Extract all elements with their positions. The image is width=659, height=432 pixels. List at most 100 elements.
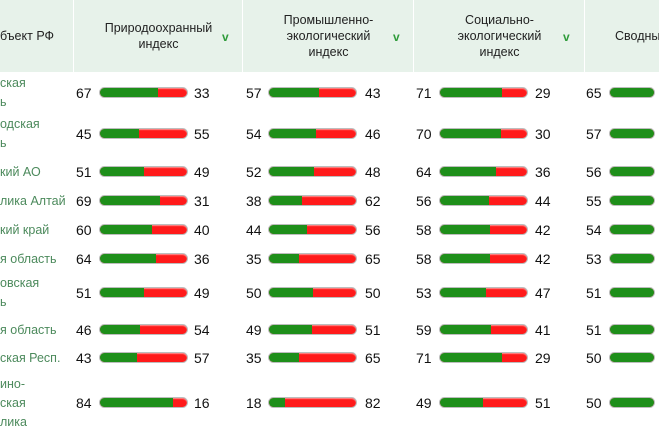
header-industrial[interactable]: Промышленно-экологический индекс <box>242 0 414 72</box>
header-nature[interactable]: Природоохранный индекс <box>73 0 243 72</box>
summary-bar-fill <box>610 129 654 138</box>
index-remainder: 50 <box>365 285 381 301</box>
index-remainder: 40 <box>194 222 210 238</box>
region-link[interactable]: я область <box>0 251 57 266</box>
index-bar <box>99 253 188 264</box>
index-value: 50 <box>246 285 262 301</box>
sort-chevron-icon[interactable]: v <box>222 30 229 44</box>
index-bar-fill <box>440 225 491 234</box>
region-link[interactable]: одская ь <box>0 117 40 150</box>
index-value: 58 <box>416 251 432 267</box>
summary-bar <box>609 253 655 264</box>
index-bar-fill <box>440 167 496 176</box>
summary-value: 50 <box>586 395 602 411</box>
index-remainder: 36 <box>535 164 551 180</box>
index-value: 35 <box>246 350 262 366</box>
header-title-line: индекс <box>138 37 179 51</box>
header-title-line: экологический <box>286 29 371 43</box>
index-value: 59 <box>416 322 432 338</box>
region-link[interactable]: овская ь <box>0 276 40 309</box>
summary-value: 51 <box>586 322 602 338</box>
index-remainder: 43 <box>365 85 381 101</box>
index-bar <box>99 128 188 139</box>
index-bar-fill <box>269 254 300 263</box>
index-remainder: 82 <box>365 395 381 411</box>
header-region: бъект РФ <box>0 0 73 72</box>
summary-bar-fill <box>610 225 654 234</box>
index-bar <box>439 324 528 335</box>
sort-chevron-icon[interactable]: v <box>393 30 400 44</box>
header-title-line: Природоохранный <box>104 21 213 35</box>
index-remainder: 51 <box>535 395 551 411</box>
summary-bar <box>609 324 655 335</box>
index-bar-fill <box>440 254 491 263</box>
index-bar <box>439 128 528 139</box>
index-remainder: 41 <box>535 322 551 338</box>
index-remainder: 65 <box>365 251 381 267</box>
sort-chevron-icon[interactable]: v <box>563 30 570 44</box>
summary-bar-fill <box>610 196 654 205</box>
summary-bar-fill <box>610 353 654 362</box>
index-remainder: 42 <box>535 251 551 267</box>
index-remainder: 29 <box>535 350 551 366</box>
header-nature-label: Природоохранный индекс <box>105 20 213 52</box>
summary-bar <box>609 166 655 177</box>
summary-bar <box>609 397 655 408</box>
index-bar-fill <box>440 398 483 407</box>
summary-value: 55 <box>586 193 602 209</box>
index-bar <box>268 397 357 408</box>
region-link[interactable]: лика Алтай <box>0 193 66 208</box>
index-remainder: 42 <box>535 222 551 238</box>
index-bar <box>439 166 528 177</box>
region-link[interactable]: ская ь <box>0 76 26 109</box>
summary-bar <box>609 287 655 298</box>
summary-bar-fill <box>610 398 654 407</box>
summary-bar-fill <box>610 88 654 97</box>
index-remainder: 48 <box>365 164 381 180</box>
index-value: 18 <box>246 395 262 411</box>
summary-bar-fill <box>610 325 654 334</box>
index-bar <box>99 166 188 177</box>
summary-bar <box>609 352 655 363</box>
index-bar <box>439 253 528 264</box>
summary-value: 53 <box>586 251 602 267</box>
index-value: 44 <box>246 222 262 238</box>
index-bar <box>439 287 528 298</box>
index-value: 57 <box>246 85 262 101</box>
index-bar-fill <box>100 225 153 234</box>
index-bar-fill <box>269 196 303 205</box>
header-title-line: Социально- <box>465 13 534 27</box>
summary-bar-fill <box>610 167 654 176</box>
region-link[interactable]: я область <box>0 322 57 337</box>
index-bar <box>99 287 188 298</box>
index-bar-fill <box>440 353 502 362</box>
header-title-line: Промышленно- <box>283 13 374 27</box>
index-bar <box>99 397 188 408</box>
header-summary-label: Сводны <box>585 28 659 44</box>
summary-bar <box>609 128 655 139</box>
index-value: 35 <box>246 251 262 267</box>
index-remainder: 30 <box>535 126 551 142</box>
summary-value: 50 <box>586 350 602 366</box>
index-bar-fill <box>100 129 140 138</box>
table-header: бъект РФ Природоохранный индекс v Промышлен… <box>0 0 659 72</box>
index-bar <box>268 87 357 98</box>
summary-value: 57 <box>586 126 602 142</box>
summary-value: 65 <box>586 85 602 101</box>
index-value: 64 <box>76 251 92 267</box>
index-remainder: 49 <box>194 285 210 301</box>
index-value: 45 <box>76 126 92 142</box>
index-remainder: 54 <box>194 322 210 338</box>
region-link[interactable]: кий АО <box>0 164 41 179</box>
region-link[interactable]: ино- ская лика <box>0 376 27 429</box>
index-bar-fill <box>100 88 159 97</box>
summary-bar-fill <box>610 288 654 297</box>
index-value: 58 <box>416 222 432 238</box>
header-social[interactable]: Социально-экологический индекс <box>413 0 585 72</box>
index-value: 51 <box>76 164 92 180</box>
index-value: 84 <box>76 395 92 411</box>
summary-bar <box>609 87 655 98</box>
region-link[interactable]: кий край <box>0 222 50 237</box>
index-bar <box>439 224 528 235</box>
region-link[interactable]: ская Респ. <box>0 350 61 365</box>
